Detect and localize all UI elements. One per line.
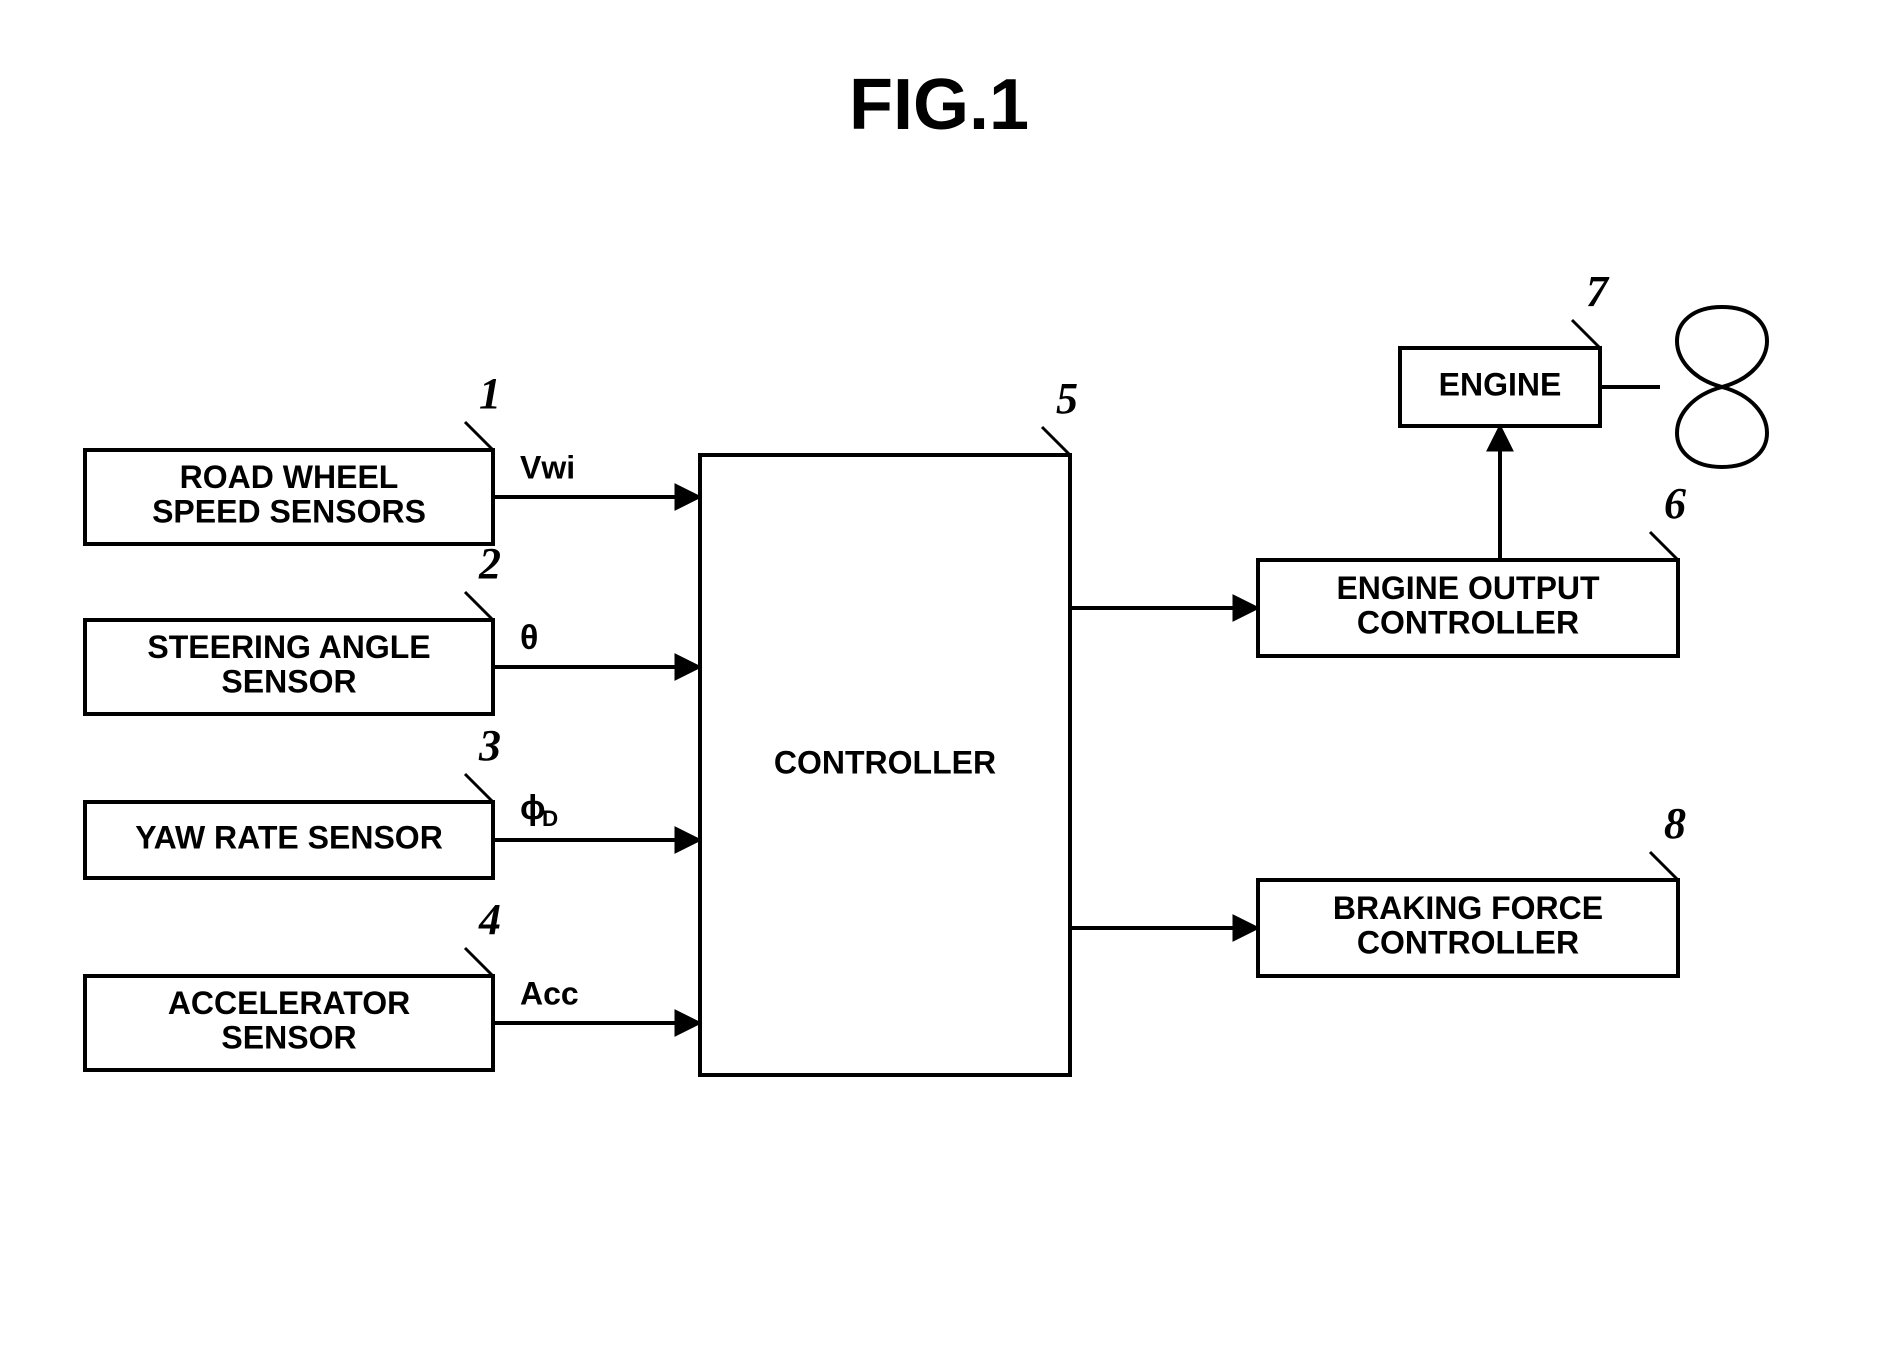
node-n5: CONTROLLER [700, 455, 1070, 1075]
ref-number-4: 4 [478, 895, 501, 944]
node-n7-label: ENGINE [1439, 366, 1562, 402]
ref-number-3: 3 [478, 721, 501, 770]
ref-number-6: 6 [1664, 479, 1686, 528]
edge-label-n2-n5: θ [520, 619, 538, 657]
svg-text:D: D [542, 806, 558, 831]
edge-label-n3-n5: ϕD [520, 789, 558, 831]
node-n1: ROAD WHEELSPEED SENSORS [85, 450, 493, 544]
edge-label-n1-n5: Vwi [520, 449, 575, 485]
node-n7: ENGINE [1400, 348, 1600, 426]
node-n1-label-line-1: SPEED SENSORS [152, 494, 426, 530]
node-n8: BRAKING FORCECONTROLLER [1258, 880, 1678, 976]
ref-number-1: 1 [479, 369, 501, 418]
svg-text:Acc: Acc [520, 975, 579, 1011]
node-n4-label-line-0: ACCELERATOR [168, 985, 410, 1021]
node-n2-label-line-0: STEERING ANGLE [147, 629, 430, 665]
node-n8-label-line-0: BRAKING FORCE [1333, 890, 1603, 926]
node-n4: ACCELERATORSENSOR [85, 976, 493, 1070]
node-n2: STEERING ANGLESENSOR [85, 620, 493, 714]
node-n1-label-line-0: ROAD WHEEL [180, 459, 399, 495]
edge-label-n4-n5: Acc [520, 975, 579, 1011]
node-n3-label: YAW RATE SENSOR [135, 819, 443, 855]
node-n8-label-line-1: CONTROLLER [1357, 925, 1579, 961]
ref-number-8: 8 [1664, 799, 1686, 848]
fan-icon [1677, 307, 1767, 387]
svg-text:Vwi: Vwi [520, 449, 575, 485]
node-n6: ENGINE OUTPUTCONTROLLER [1258, 560, 1678, 656]
ref-number-7: 7 [1586, 267, 1610, 316]
node-n6-label-line-0: ENGINE OUTPUT [1336, 570, 1600, 606]
ref-number-2: 2 [478, 539, 501, 588]
node-n5-label: CONTROLLER [774, 744, 996, 780]
ref-number-5: 5 [1056, 374, 1078, 423]
node-n6-label-line-1: CONTROLLER [1357, 605, 1579, 641]
node-n4-label-line-1: SENSOR [221, 1020, 356, 1056]
svg-text:θ: θ [520, 619, 538, 657]
figure-canvas: FIG.1 ROAD WHEELSPEED SENSORS 1 STEERING AN… [0, 0, 1878, 1355]
fan-icon [1677, 387, 1767, 467]
node-n2-label-line-1: SENSOR [221, 664, 356, 700]
node-n3: YAW RATE SENSOR [85, 802, 493, 878]
figure-title: FIG.1 [849, 65, 1029, 145]
